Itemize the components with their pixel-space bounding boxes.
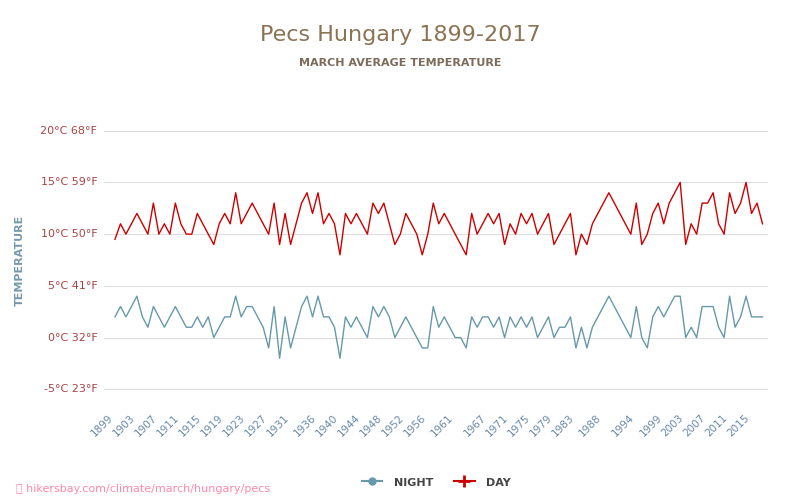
Text: 1967: 1967: [462, 413, 488, 439]
Text: 0°C 32°F: 0°C 32°F: [48, 332, 98, 342]
Text: MARCH AVERAGE TEMPERATURE: MARCH AVERAGE TEMPERATURE: [298, 58, 502, 68]
Text: 2011: 2011: [704, 413, 730, 439]
Text: 1988: 1988: [578, 413, 603, 439]
Text: 1971: 1971: [484, 413, 510, 439]
Text: 1923: 1923: [221, 413, 246, 439]
Text: 1983: 1983: [550, 413, 576, 439]
Text: TEMPERATURE: TEMPERATURE: [15, 214, 25, 306]
Text: 1936: 1936: [292, 413, 318, 439]
Text: 1994: 1994: [610, 413, 636, 439]
Text: 1956: 1956: [402, 413, 428, 439]
Text: 1927: 1927: [243, 413, 269, 439]
Text: 1899: 1899: [89, 413, 115, 439]
Text: 1952: 1952: [380, 413, 406, 439]
Text: 1948: 1948: [358, 413, 384, 439]
Text: 1999: 1999: [638, 413, 664, 439]
Text: 1979: 1979: [528, 413, 554, 439]
Text: Pecs Hungary 1899-2017: Pecs Hungary 1899-2017: [260, 25, 540, 45]
Text: 1903: 1903: [111, 413, 137, 439]
Text: 5°C 41°F: 5°C 41°F: [48, 281, 98, 291]
Text: 2003: 2003: [660, 413, 686, 438]
Text: 1907: 1907: [133, 413, 159, 439]
Text: 2015: 2015: [726, 413, 751, 439]
Text: 20°C 68°F: 20°C 68°F: [41, 126, 98, 136]
Text: 1931: 1931: [265, 413, 290, 439]
Text: 10°C 50°F: 10°C 50°F: [41, 229, 98, 239]
Text: 1940: 1940: [314, 413, 340, 439]
Text: 1911: 1911: [155, 413, 181, 439]
Text: 2007: 2007: [682, 413, 708, 438]
Legend: NIGHT, DAY: NIGHT, DAY: [356, 470, 516, 493]
Text: 1961: 1961: [430, 413, 455, 439]
Text: 15°C 59°F: 15°C 59°F: [41, 178, 98, 188]
Text: 📍 hikersbay.com/climate/march/hungary/pecs: 📍 hikersbay.com/climate/march/hungary/pe…: [16, 484, 270, 494]
Text: 1919: 1919: [199, 413, 225, 439]
Text: 1915: 1915: [177, 413, 202, 439]
Text: -5°C 23°F: -5°C 23°F: [44, 384, 98, 394]
Text: 1944: 1944: [336, 413, 362, 439]
Text: 1975: 1975: [506, 413, 532, 439]
